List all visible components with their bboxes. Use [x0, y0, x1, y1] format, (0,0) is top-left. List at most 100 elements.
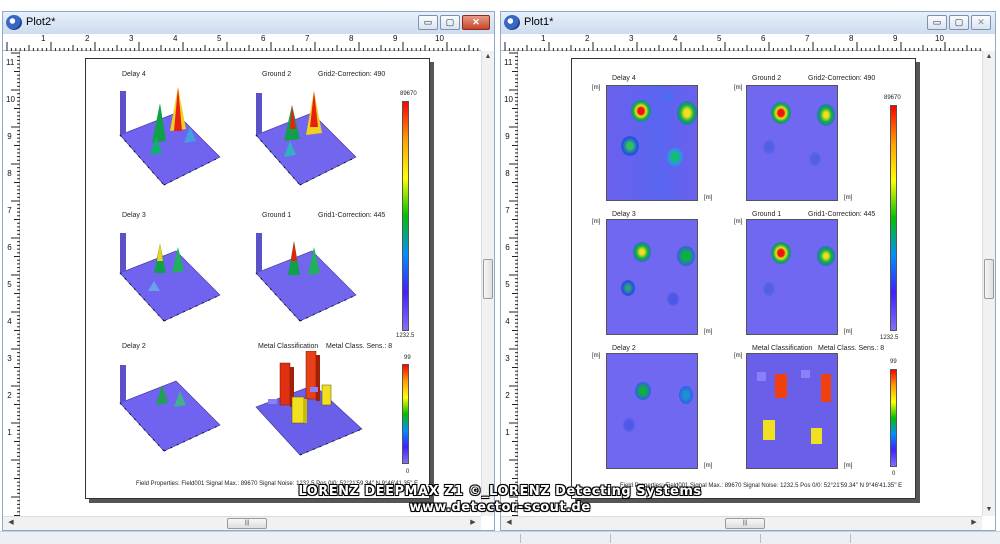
class-color-scale: [402, 364, 409, 464]
scroll-down-icon[interactable]: ▼: [484, 506, 492, 513]
ruler-number: 7: [305, 34, 310, 43]
panel-title: Ground 2: [262, 71, 292, 78]
maximize-button[interactable]: ▢: [949, 15, 969, 30]
surface-plot-ground1: [255, 233, 357, 322]
ruler-ticks-icon: [509, 52, 518, 516]
minimize-button[interactable]: ▭: [927, 15, 947, 30]
ruler-number: 4: [505, 317, 510, 326]
ruler-number: 7: [505, 206, 510, 215]
ruler-ticks-icon: [504, 42, 981, 51]
plot2-canvas[interactable]: Delay 4 Ground 2 Grid2-Correction: 490 D…: [21, 52, 481, 515]
watermark-line1: LORENZ DEEPMAX Z1 ©_LORENZ Detecting Sys…: [298, 484, 702, 499]
panel-title: Ground 1: [262, 212, 292, 219]
status-segment: [610, 534, 760, 543]
axis-unit-label: [m]: [704, 463, 713, 469]
plot1-titlebar[interactable]: Plot1* ▭ ▢ ✕: [501, 12, 995, 34]
scale-max-label: 89670: [400, 91, 417, 97]
ruler-ticks-icon: [6, 42, 479, 51]
close-button[interactable]: ✕: [462, 15, 490, 30]
horizontal-scroll-thumb[interactable]: |||: [227, 518, 267, 529]
plot1-window: Plot1* ▭ ▢ ✕ 1 2 3 4 5 6 7 8 9 10: [500, 11, 996, 531]
vertical-ruler: 11 10 9 8 7 6 5 4 3 2 1: [501, 51, 518, 516]
class-scale-min-label: 0: [406, 469, 410, 475]
vertical-scroll-thumb[interactable]: [984, 259, 994, 299]
axis-unit-label: [m]: [734, 85, 743, 91]
panel-title: Ground 1: [752, 211, 782, 218]
ruler-number: 8: [7, 169, 12, 178]
panel-subtitle: Grid1-Correction: 445: [808, 211, 876, 218]
scroll-down-icon[interactable]: ▼: [985, 506, 993, 513]
plot2-titlebar[interactable]: Plot2* ▭ ▢ ✕: [3, 12, 494, 34]
maximize-button[interactable]: ▢: [440, 15, 460, 30]
panel-title: Delay 3: [122, 212, 146, 219]
scroll-up-icon[interactable]: ▲: [985, 53, 993, 60]
surface-plot-delay3: [119, 233, 221, 322]
signal-color-scale: [890, 105, 897, 331]
heatmap-ground1: [746, 219, 838, 335]
ruler-number: 9: [893, 34, 898, 43]
ruler-number: 5: [7, 280, 12, 289]
ruler-number: 10: [935, 34, 944, 43]
scale-min-label: 1232.5: [880, 335, 899, 341]
vertical-scrollbar[interactable]: ▲ ▼: [982, 51, 995, 516]
field-properties-footer: Field Properties: Field001 Signal Max.: …: [136, 481, 419, 487]
scroll-right-icon[interactable]: ▶: [971, 519, 977, 526]
ruler-number: 2: [85, 34, 90, 43]
panel-title: Delay 2: [612, 345, 636, 352]
status-segment: [520, 534, 610, 543]
horizontal-ruler: 1 2 3 4 5 6 7 8 9 10: [3, 34, 481, 51]
ruler-number: 4: [173, 34, 178, 43]
horizontal-scrollbar[interactable]: ◀ ||| ▶: [3, 516, 481, 530]
status-segment: [850, 534, 1000, 543]
ruler-ticks-icon: [11, 52, 20, 516]
ruler-number: 11: [504, 58, 513, 67]
heatmap-delay3: [606, 219, 698, 335]
heatmap-delay2: [606, 353, 698, 469]
plot1-canvas[interactable]: Delay 4 Ground 2 Grid2-Correction: 490 D…: [519, 52, 982, 515]
ruler-number: 8: [505, 169, 510, 178]
ruler-number: 2: [505, 391, 510, 400]
axis-unit-label: [m]: [844, 463, 853, 469]
class-scale-max-label: 99: [890, 359, 897, 365]
ruler-number: 2: [7, 391, 12, 400]
ruler-number: 11: [6, 58, 15, 67]
status-bar: [0, 531, 1000, 544]
ruler-number: 9: [505, 132, 510, 141]
axis-unit-label: [m]: [844, 329, 853, 335]
ruler-number: 3: [629, 34, 634, 43]
app-logo-icon: [504, 15, 520, 30]
ruler-number: 5: [505, 280, 510, 289]
surface-plot-ground2: [255, 91, 357, 186]
scroll-up-icon[interactable]: ▲: [484, 53, 492, 60]
close-button[interactable]: ✕: [971, 15, 991, 30]
scroll-right-icon[interactable]: ▶: [470, 519, 476, 526]
ruler-number: 3: [505, 354, 510, 363]
horizontal-scrollbar[interactable]: ◀ ||| ▶: [501, 516, 982, 530]
ruler-number: 2: [585, 34, 590, 43]
plot2-title: Plot2*: [26, 16, 56, 28]
panel-title: Delay 3: [612, 211, 636, 218]
heatmap-delay4: [606, 85, 698, 201]
vertical-scrollbar[interactable]: ▲ ▼: [481, 51, 494, 516]
ruler-number: 9: [7, 132, 12, 141]
ruler-number: 8: [849, 34, 854, 43]
minimize-button[interactable]: ▭: [418, 15, 438, 30]
panel-title: Ground 2: [752, 75, 782, 82]
vertical-scroll-thumb[interactable]: [483, 259, 493, 299]
axis-unit-label: [m]: [592, 85, 601, 91]
ruler-number: 6: [7, 243, 12, 252]
axis-unit-label: [m]: [734, 353, 743, 359]
surface-plot-delay2: [119, 365, 221, 452]
axis-unit-label: [m]: [592, 219, 601, 225]
field-properties-footer: Field Properties: Field001 Signal Max.: …: [620, 483, 903, 489]
print-page: Delay 4 Ground 2 Grid2-Correction: 490 D…: [85, 58, 430, 499]
ruler-number: 4: [673, 34, 678, 43]
ruler-number: 5: [217, 34, 222, 43]
ruler-number: 9: [393, 34, 398, 43]
ruler-number: 1: [505, 428, 510, 437]
horizontal-scroll-thumb[interactable]: |||: [725, 518, 765, 529]
scroll-left-icon[interactable]: ◀: [8, 519, 14, 526]
panel-title: Delay 4: [122, 71, 146, 78]
scroll-left-icon[interactable]: ◀: [506, 519, 512, 526]
watermark-line2: www.detector-scout.de: [409, 500, 591, 515]
